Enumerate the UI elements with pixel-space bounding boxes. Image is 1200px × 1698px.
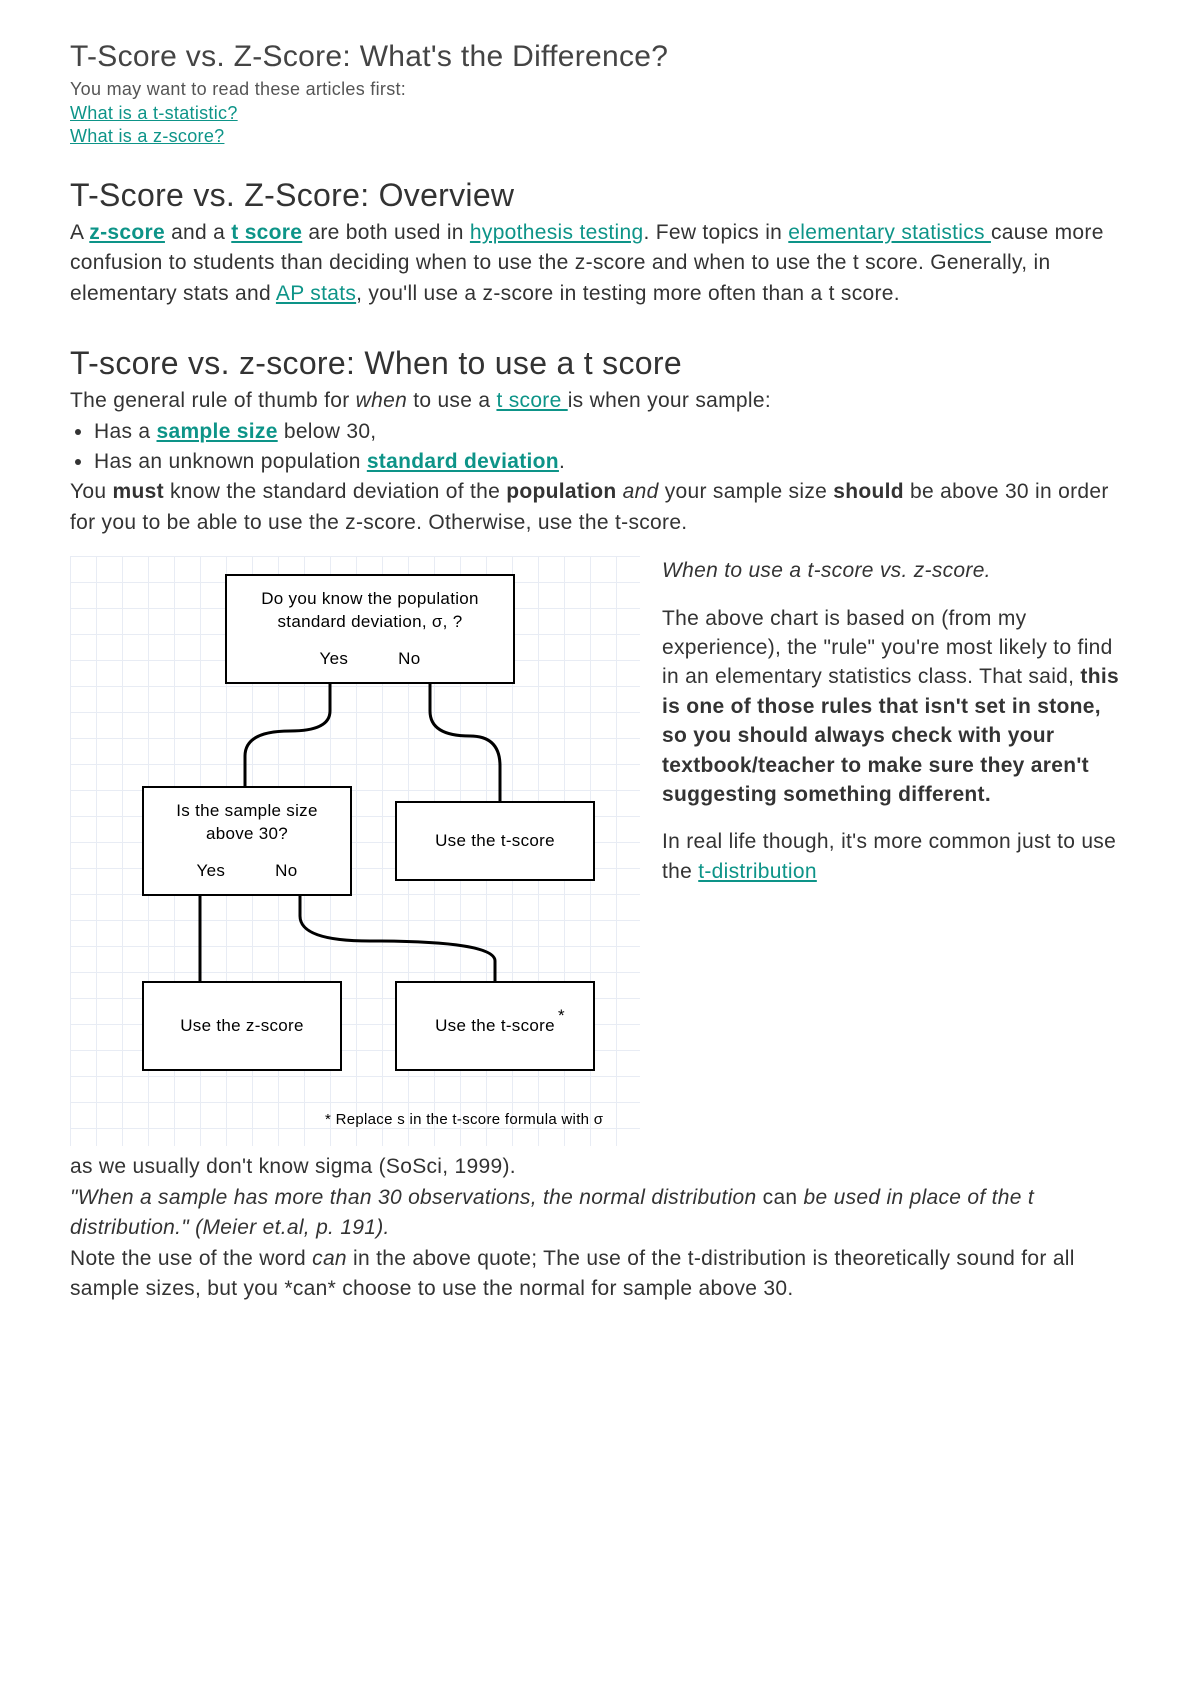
text: are both used in xyxy=(302,221,470,244)
flowchart-yes: Yes xyxy=(320,648,349,671)
flowchart-box-4: Use the z-score xyxy=(142,981,342,1071)
link-t-statistic[interactable]: What is a t-statistic? xyxy=(70,102,1130,125)
link-t-distribution[interactable]: t-distribution xyxy=(698,860,817,883)
text: to use a xyxy=(407,389,496,412)
after-paragraph-1: as we usually don't know sigma (SoSci, 1… xyxy=(70,1152,1130,1182)
text: can xyxy=(763,1186,798,1209)
flowchart-box-text: Use the t-score* xyxy=(435,1015,555,1038)
text: when xyxy=(356,389,407,412)
text: The general rule of thumb for xyxy=(70,389,356,412)
text: A xyxy=(70,221,89,244)
figure-side-column: When to use a t-score vs. z-score. The a… xyxy=(662,556,1130,886)
text: The above chart is based on (from my exp… xyxy=(662,607,1113,689)
flowchart-box-text: Is the sample size above 30? xyxy=(144,800,350,846)
overview-heading: T-Score vs. Z-Score: Overview xyxy=(70,177,1130,214)
text: can xyxy=(312,1247,347,1270)
link-ap-stats[interactable]: AP stats xyxy=(276,282,356,305)
when-after: You must know the standard deviation of … xyxy=(70,477,1130,538)
after-paragraph-3: Note the use of the word can in the abov… xyxy=(70,1244,1130,1305)
figure-row: Do you know the population standard devi… xyxy=(70,556,1130,1146)
when-bullets: Has a sample size below 30, Has an unkno… xyxy=(94,417,1130,478)
connector xyxy=(430,684,500,801)
text: You xyxy=(70,480,112,503)
flowchart-no: No xyxy=(275,860,297,883)
list-item: Has a sample size below 30, xyxy=(94,417,1130,447)
flowchart-box-5: Use the t-score* xyxy=(395,981,595,1071)
text: , you'll use a z-score in testing more o… xyxy=(356,282,900,305)
text: Note the use of the word xyxy=(70,1247,312,1270)
flowchart-box-text: Do you know the population standard devi… xyxy=(227,588,513,634)
text: and xyxy=(617,480,659,503)
flowchart-box-text: Use the z-score xyxy=(180,1015,304,1038)
overview-paragraph: A z-score and a t score are both used in… xyxy=(70,218,1130,309)
text: should xyxy=(833,480,904,503)
text: "When a sample has more than 30 observat… xyxy=(70,1186,763,1209)
text: is when your sample: xyxy=(568,389,771,412)
preface-text: You may want to read these articles firs… xyxy=(70,79,1130,100)
text: below 30, xyxy=(278,420,377,443)
text: know the standard deviation of the xyxy=(164,480,506,503)
link-elementary-statistics[interactable]: elementary statistics xyxy=(788,221,991,244)
asterisk: * xyxy=(558,1005,565,1028)
flowchart-box-text: Use the t-score xyxy=(435,830,555,853)
when-heading: T-score vs. z-score: When to use a t sco… xyxy=(70,345,1130,382)
flowchart-footnote: * Replace s in the t-score formula with … xyxy=(325,1111,603,1128)
flowchart-no: No xyxy=(398,648,420,671)
text: and a xyxy=(165,221,231,244)
flowchart-box-3: Use the t-score xyxy=(395,801,595,881)
flowchart-box-2: Is the sample size above 30? Yes No xyxy=(142,786,352,896)
link-hypothesis-testing[interactable]: hypothesis testing xyxy=(470,221,644,244)
link-tscore[interactable]: t score xyxy=(231,221,302,244)
connector xyxy=(245,684,330,786)
text: Use the t-score xyxy=(435,1016,555,1035)
when-intro: The general rule of thumb for when to us… xyxy=(70,386,1130,416)
page-title: T-Score vs. Z-Score: What's the Differen… xyxy=(70,40,1130,74)
link-sample-size[interactable]: sample size xyxy=(157,420,278,443)
list-item: Has an unknown population standard devia… xyxy=(94,447,1130,477)
text: must xyxy=(112,480,163,503)
flowchart-box-1: Do you know the population standard devi… xyxy=(225,574,515,684)
flowchart-yes: Yes xyxy=(197,860,226,883)
text: your sample size xyxy=(659,480,834,503)
after-quote: "When a sample has more than 30 observat… xyxy=(70,1183,1130,1244)
link-standard-deviation[interactable]: standard deviation xyxy=(367,450,559,473)
text: . Few topics in xyxy=(643,221,788,244)
link-zscore[interactable]: z-score xyxy=(89,221,165,244)
text: . xyxy=(559,450,565,473)
link-tscore-2[interactable]: t score xyxy=(496,389,567,412)
side-paragraph-2: In real life though, it's more common ju… xyxy=(662,827,1130,886)
text: Has a xyxy=(94,420,157,443)
text: population xyxy=(506,480,616,503)
link-z-score[interactable]: What is a z-score? xyxy=(70,125,1130,148)
flowchart: Do you know the population standard devi… xyxy=(70,556,640,1146)
figure-caption: When to use a t-score vs. z-score. xyxy=(662,556,1130,585)
connector xyxy=(300,896,495,981)
text: Has an unknown population xyxy=(94,450,367,473)
side-paragraph-1: The above chart is based on (from my exp… xyxy=(662,604,1130,810)
